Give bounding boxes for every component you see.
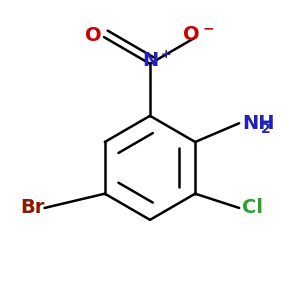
Text: 2: 2 [261,122,270,136]
Text: Cl: Cl [242,199,262,218]
Text: +: + [161,48,172,62]
Text: NH: NH [242,114,274,133]
Text: O: O [85,26,102,45]
Text: O: O [183,25,200,44]
Text: N: N [142,51,158,70]
Text: Br: Br [21,199,45,218]
Text: −: − [203,21,214,35]
